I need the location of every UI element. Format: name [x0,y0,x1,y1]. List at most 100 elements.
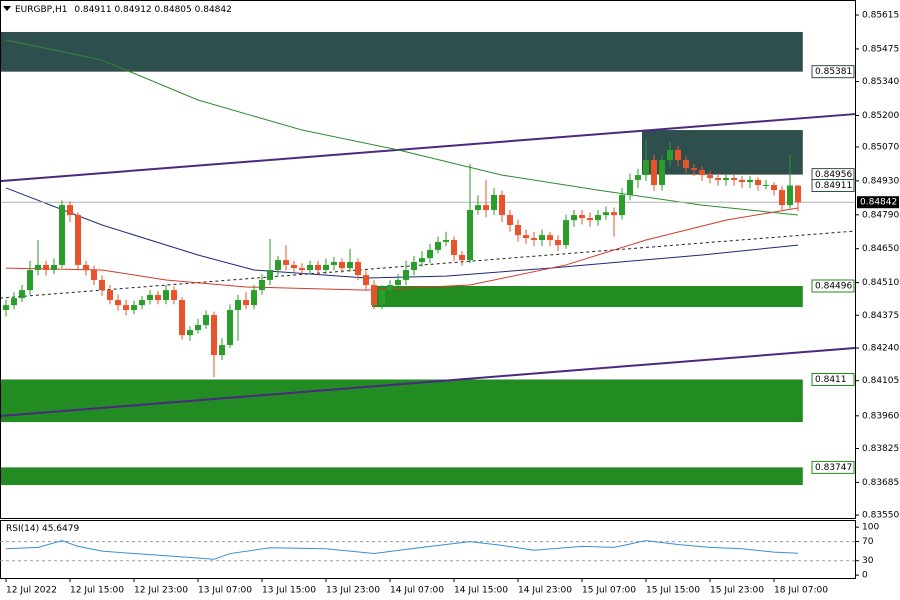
symbol: EURGBP,H1 [15,5,67,15]
candle-body [347,262,353,269]
candle-body [795,185,801,203]
x-tick-label: 14 Jul 15:00 [454,586,508,596]
candle-body [139,300,145,306]
candle-body [299,268,305,271]
x-tick-label: 13 Jul 23:00 [326,586,380,596]
candle-body [731,177,737,180]
x-tick-label: 13 Jul 07:00 [198,586,252,596]
candle-body [451,239,457,256]
trend-line [0,230,856,299]
candle-body [123,305,129,310]
zone [642,130,803,175]
y-tick-label: 0.84240 [862,343,899,353]
y-tick-label: 0.85200 [862,111,899,121]
x-tick-label: 15 Jul 23:00 [710,586,764,596]
candle-body [235,300,241,310]
y-tick-label: 0.85475 [862,44,899,54]
candle-body [571,215,577,221]
rsi-tick-label: 0 [862,571,868,581]
candle-body [51,264,57,271]
zone [0,379,803,423]
x-tick-label: 14 Jul 07:00 [390,586,444,596]
candle-body [339,262,345,269]
low-value: 0.84805 [155,5,192,15]
plot-area: 0.85381 0.84956 0.84496 0.8411 0.83747 [0,31,856,486]
candle-body [387,285,393,291]
y-tick-label: 0.84510 [862,278,899,288]
price-panel-border [0,0,856,519]
rsi-label: RSI(14) [6,524,39,534]
candle-body [283,260,289,265]
candle-body [363,275,369,286]
y-tick-label: 0.83825 [862,444,899,454]
candle-body [755,179,761,186]
candle-body [203,315,209,325]
trend-line [0,113,856,183]
candle-body [491,194,497,210]
candle-body [227,309,233,346]
candle-body [107,290,113,301]
candle-body [699,170,705,176]
x-tick-label: 12 Jul 23:00 [134,586,188,596]
candle-body [419,258,425,263]
candle-body [427,249,433,259]
candle-body [507,215,513,225]
trend-line [0,347,856,418]
menu-arrow[interactable] [3,6,11,11]
x-tick-label: 13 Jul 15:00 [262,586,316,596]
candle-body [691,168,697,171]
marker-price-tag [811,179,855,193]
candle-body [587,217,593,221]
candle-body [531,238,537,240]
candle-body [75,215,81,265]
candle-body [595,215,601,221]
candle-body [219,345,225,356]
close-value: 0.84842 [195,5,232,15]
candle-body [179,300,185,336]
candle-body [251,290,257,306]
candle-body [315,264,321,271]
candle-body [171,290,177,301]
candle-body [435,241,441,250]
y-tick-label: 0.85340 [862,77,899,87]
candle-body [467,209,473,261]
candle-body [155,294,161,301]
candle-body [611,212,617,216]
candle-body [555,239,561,246]
moving-average [5,39,799,216]
candle-body [67,205,73,216]
candle-body [635,175,641,180]
candle-body [187,330,193,336]
candle-body [211,315,217,356]
candle-body [675,149,681,161]
candle-body [27,270,33,291]
y-tick-label: 0.84930 [862,176,899,186]
candle-body [411,262,417,271]
candle-body [499,194,505,216]
candle-body [667,149,673,161]
zone-price-label: 0.84496 [815,282,852,292]
candle-body [371,285,377,306]
y-tick-label: 0.83960 [862,411,899,421]
candle-body [99,279,105,291]
rsi-panel-border [0,520,856,579]
candle-body [275,260,281,271]
x-tick-label: 12 Jul 2022 [6,586,57,596]
y-tick-label: 0.85615 [862,11,899,21]
candle-body [267,270,273,280]
zone-price-tag [811,372,855,386]
chart-header: EURGBP,H1 0.84911 0.84912 0.84805 0.8484… [15,5,232,15]
zone-price-label: 0.83747 [815,463,852,473]
candle-body [483,205,489,210]
candle-body [147,294,153,301]
candle-body [443,239,449,242]
candle-body [619,194,625,216]
candle-body [723,177,729,180]
x-tick-label: 14 Jul 23:00 [518,586,572,596]
candle-body [779,190,785,206]
candle-body [787,185,793,206]
rsi-tick-label: 30 [862,556,874,566]
candle-body [715,177,721,180]
zone [372,286,803,308]
